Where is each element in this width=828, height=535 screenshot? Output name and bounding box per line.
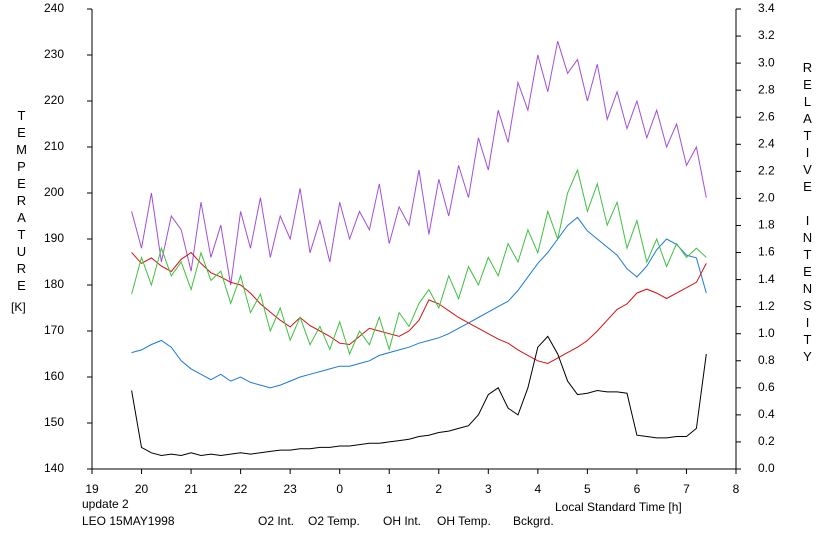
y-tick-label: 160 bbox=[44, 369, 64, 383]
y2-tick-label: 2.2 bbox=[758, 164, 775, 178]
legend-entry: OH Int. bbox=[383, 514, 421, 528]
legend-entry: OH Temp. bbox=[437, 514, 491, 528]
y-tick-label: 240 bbox=[44, 1, 64, 15]
y-tick-label: 230 bbox=[44, 47, 64, 61]
x-tick-label: 4 bbox=[535, 482, 542, 496]
x-tick-label: 0 bbox=[336, 482, 343, 496]
y2-tick-label: 0.4 bbox=[758, 407, 775, 421]
y-tick-label: 190 bbox=[44, 231, 64, 245]
series-line bbox=[131, 41, 707, 286]
y2-tick-label: 3.4 bbox=[758, 1, 775, 15]
legend-entry: Bckgrd. bbox=[513, 514, 554, 528]
y2-tick-label: 2.4 bbox=[758, 136, 775, 150]
y-tick-label: 140 bbox=[44, 461, 64, 475]
x-tick-label: 19 bbox=[85, 482, 99, 496]
y2-tick-label: 3.2 bbox=[758, 28, 775, 42]
x-tick-label: 8 bbox=[733, 482, 740, 496]
x-tick-label: 7 bbox=[683, 482, 690, 496]
series-line bbox=[131, 168, 707, 356]
x-tick-label: 1 bbox=[386, 482, 393, 496]
x-axis-label: Local Standard Time [h] bbox=[555, 500, 682, 514]
x-tick-label: 3 bbox=[485, 482, 492, 496]
y2-tick-label: 2.6 bbox=[758, 109, 775, 123]
y2-tick-label: 3.0 bbox=[758, 55, 775, 69]
y2-tick-label: 2.0 bbox=[758, 191, 775, 205]
y-tick-label: 180 bbox=[44, 277, 64, 291]
y-axis-label: TEMPERATURE bbox=[14, 108, 29, 295]
y-tick-label: 210 bbox=[44, 139, 64, 153]
annotation: update 2 bbox=[82, 497, 129, 511]
y-tick-label: 150 bbox=[44, 415, 64, 429]
legend-entry: O2 Int. bbox=[258, 514, 294, 528]
y2-tick-label: 0.2 bbox=[758, 434, 775, 448]
y2-tick-label: 2.8 bbox=[758, 82, 775, 96]
y2-tick-label: 0.0 bbox=[758, 461, 775, 475]
y2-tick-label: 0.8 bbox=[758, 353, 775, 367]
series-line bbox=[131, 335, 707, 457]
y-tick-label: 220 bbox=[44, 93, 64, 107]
annotation: LEO 15MAY1998 bbox=[82, 514, 175, 528]
y2-tick-label: 1.4 bbox=[758, 272, 775, 286]
y2-tick-label: 1.2 bbox=[758, 299, 775, 313]
x-tick-label: 2 bbox=[435, 482, 442, 496]
x-tick-label: 5 bbox=[584, 482, 591, 496]
y2-tick-label: 1.8 bbox=[758, 218, 775, 232]
y2-tick-label: 1.6 bbox=[758, 245, 775, 259]
x-tick-label: 23 bbox=[283, 482, 297, 496]
legend-entry: O2 Temp. bbox=[308, 514, 360, 528]
x-tick-label: 6 bbox=[634, 482, 641, 496]
x-tick-label: 20 bbox=[135, 482, 149, 496]
y-tick-label: 170 bbox=[44, 323, 64, 337]
x-tick-label: 21 bbox=[184, 482, 198, 496]
y2-tick-label: 1.0 bbox=[758, 326, 775, 340]
y-tick-label: 200 bbox=[44, 185, 64, 199]
series-line bbox=[131, 216, 707, 389]
y-axis-unit: [K] bbox=[11, 300, 26, 314]
series-line bbox=[131, 251, 707, 365]
x-tick-label: 22 bbox=[234, 482, 248, 496]
y2-axis-label: RELATIVE INTENSITY bbox=[800, 60, 815, 366]
y2-tick-label: 0.6 bbox=[758, 380, 775, 394]
